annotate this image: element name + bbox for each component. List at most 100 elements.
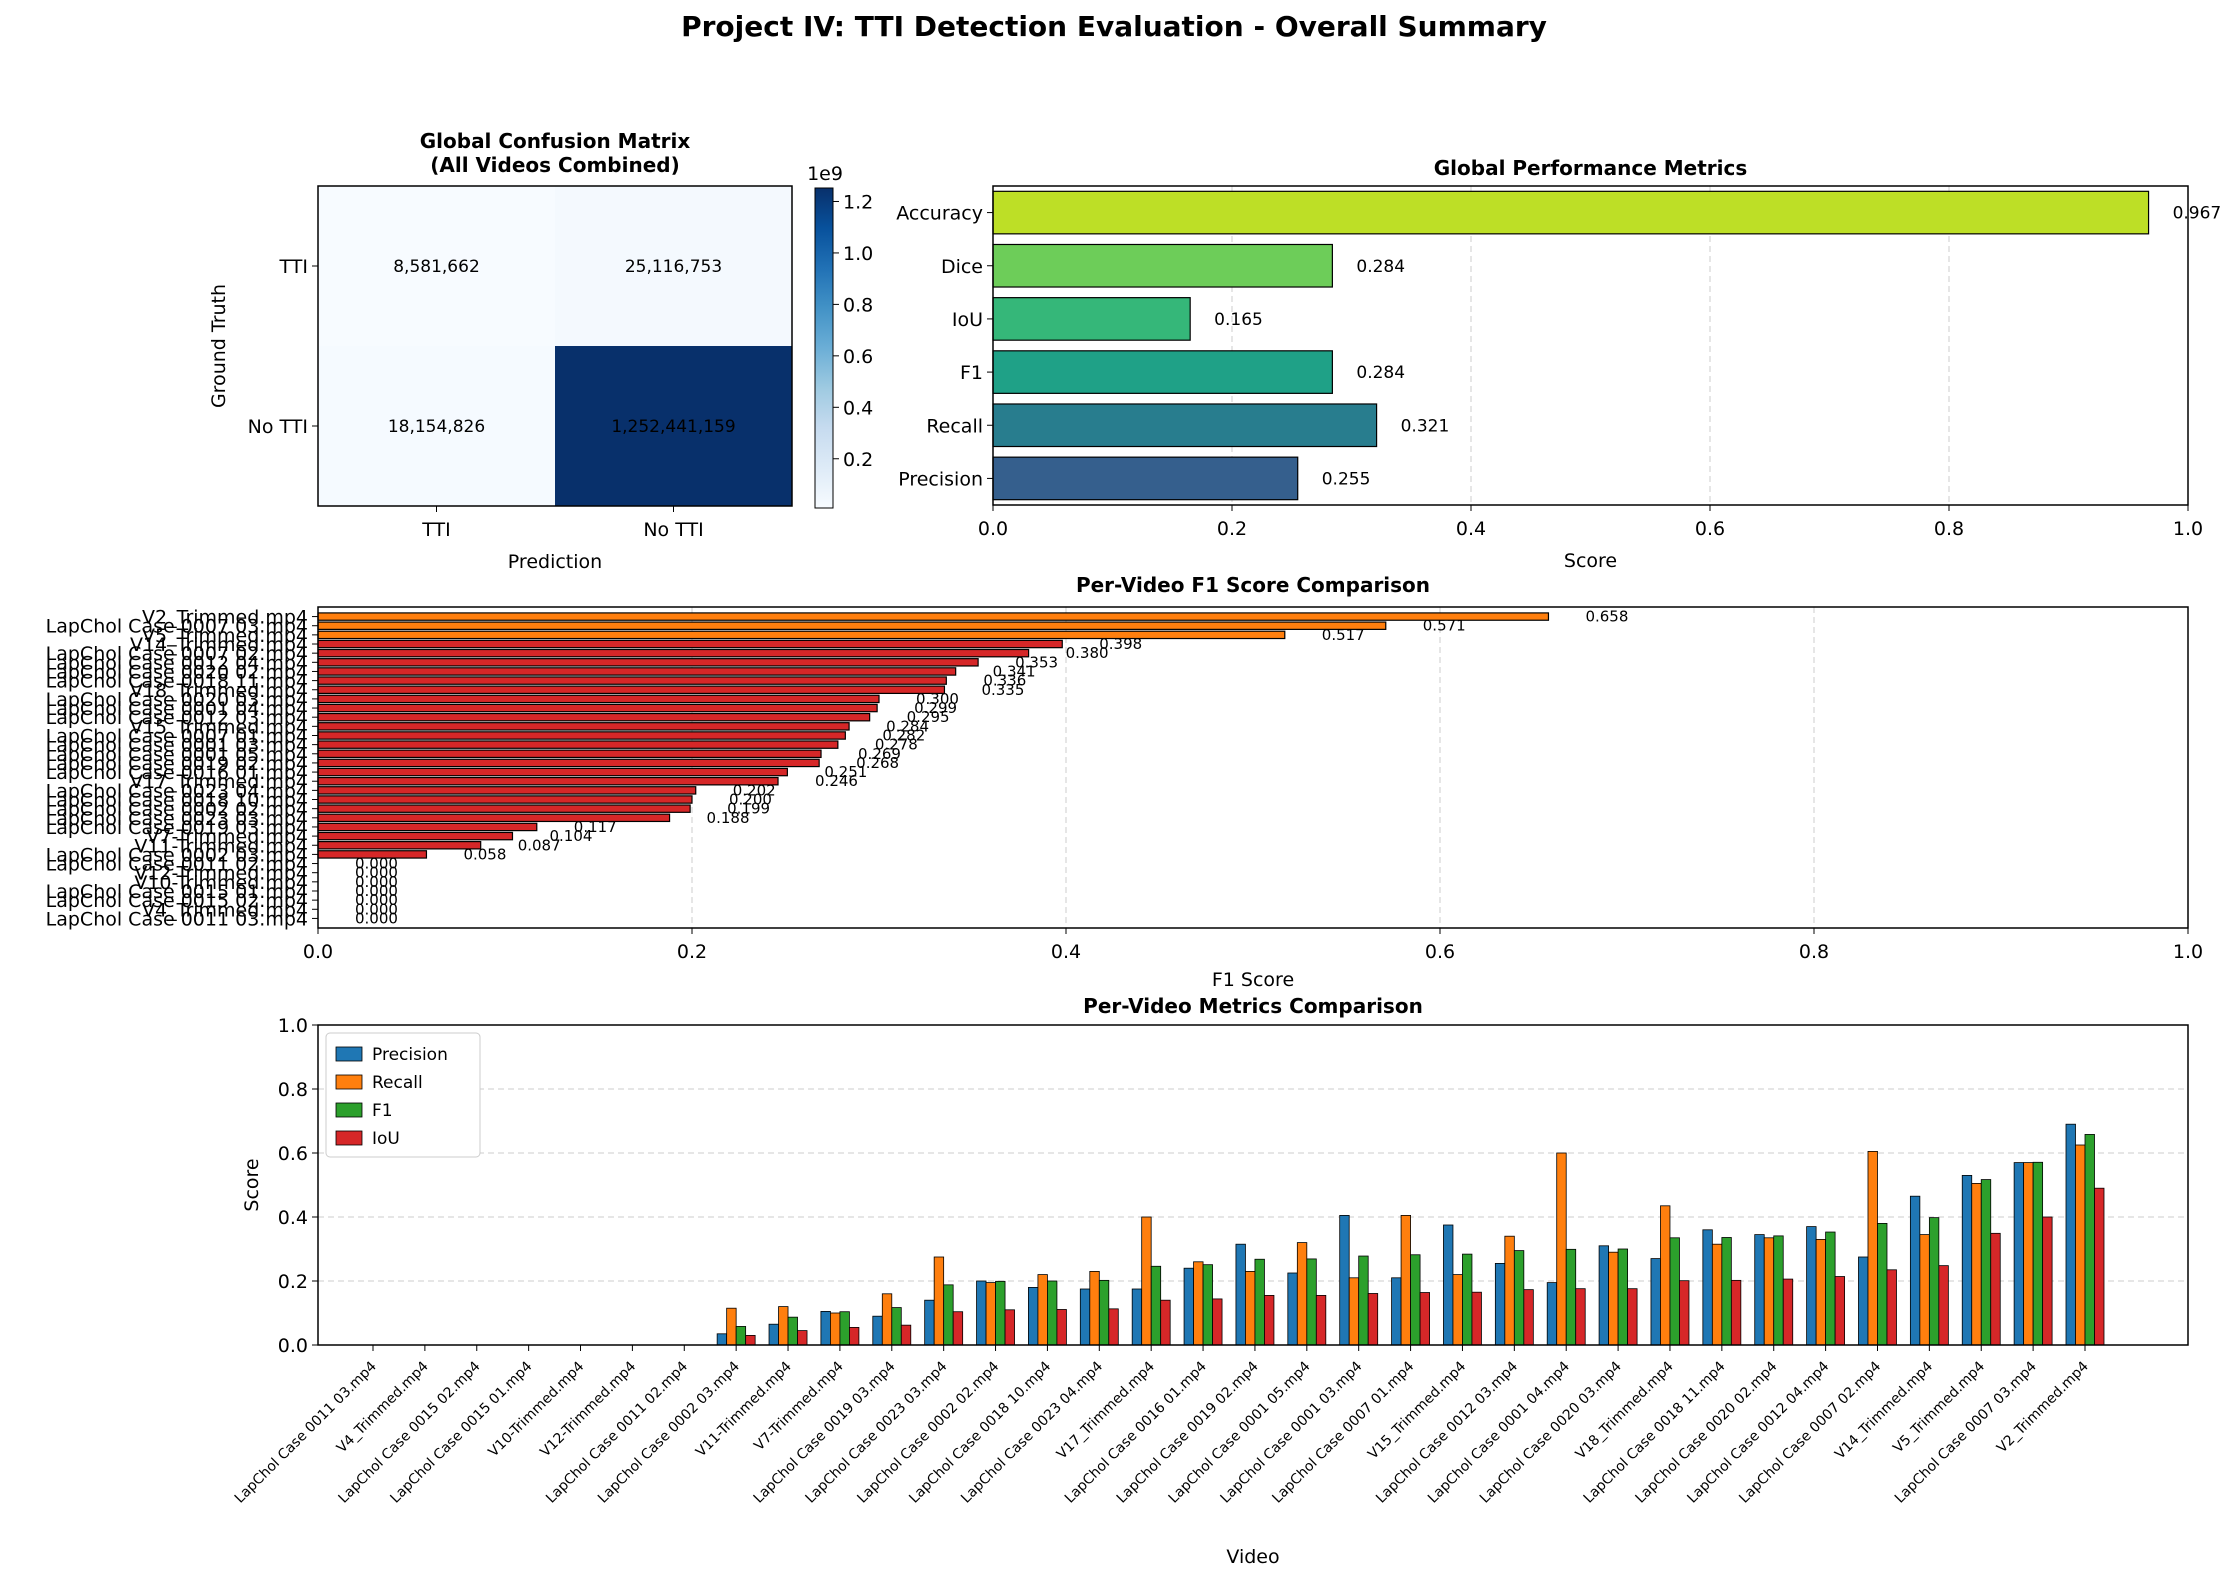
bar-f1 (1980, 1179, 1992, 1346)
f1-value-label: 0.251 (824, 763, 867, 781)
y-tick-label: Accuracy (896, 203, 983, 225)
f1-value-label: 0.398 (1099, 635, 1142, 653)
x-tick-label: 0.0 (303, 941, 333, 963)
f1-bar (317, 731, 846, 740)
y-tick-label: IoU (952, 309, 983, 331)
colorbar-tick-label: 0.2 (843, 449, 873, 471)
x-tick-label: 0.8 (1934, 518, 1964, 540)
bar-f1 (943, 1284, 954, 1346)
colorbar-tick-label: 0.4 (843, 397, 873, 419)
matrix-cell-label: 25,116,753 (625, 257, 722, 277)
bar-precision (1079, 1288, 1091, 1346)
y-tick-label: LapChol Case 0007 01.mp4 (46, 725, 308, 747)
f1-value-label: 0.202 (733, 781, 776, 799)
bar-precision (768, 1323, 779, 1346)
y-tick-label: LapChol Case 0012 03.mp4 (46, 707, 308, 729)
y-tick-label: LapChol Case 0018 11.mp4 (46, 671, 308, 693)
bar-iou (992, 297, 1191, 341)
bar-iou (797, 1330, 808, 1346)
f1-value-label: 0.658 (1585, 608, 1628, 626)
bar-recall (1504, 1235, 1515, 1346)
bar-iou (1730, 1279, 1742, 1346)
bar-value-label: 0.165 (1214, 310, 1263, 330)
f1-value-label: 0.269 (858, 745, 901, 763)
bar-dice (992, 243, 1333, 288)
bar-f1 (1150, 1265, 1162, 1346)
bar-precision (992, 456, 1299, 501)
bar-precision (1961, 1175, 1973, 1346)
y-tick-label: LapChol Case 0007 02.mp4 (46, 643, 308, 665)
bar-iou (1419, 1292, 1430, 1346)
bar-precision (716, 1333, 728, 1346)
matrix-title: Global Confusion Matrix (420, 129, 691, 153)
bar-precision (1806, 1226, 1817, 1346)
x-tick-label: 0.4 (1051, 941, 1081, 963)
bar-precision (1546, 1282, 1558, 1346)
y-tick-label: TTI (279, 256, 308, 278)
y-tick-label: V4_Trimmed.mp4 (142, 899, 308, 921)
bar-precision (1702, 1229, 1713, 1346)
f1-value-label: 0.000 (355, 882, 398, 900)
bar-iou (1004, 1309, 1015, 1346)
bar-recall (1452, 1274, 1463, 1346)
x-tick-label: V18_Trimmed.mp4 (1573, 1358, 1677, 1462)
f1-value-label: 0.087 (518, 836, 561, 854)
y-axis-label: Score (241, 1158, 263, 1211)
bar-iou (1990, 1232, 2001, 1346)
bar-iou (1471, 1291, 1482, 1346)
matrix-cell (318, 186, 555, 346)
x-tick-label: V7-Trimmed.mp4 (751, 1358, 847, 1454)
y-tick-label: 0.6 (278, 1143, 308, 1165)
bar-recall (933, 1256, 945, 1346)
plot-frame (317, 1024, 2189, 1346)
x-tick-label: 0.6 (1425, 941, 1455, 963)
bar-value-label: 0.255 (1322, 469, 1371, 489)
f1-value-label: 0.278 (875, 736, 918, 754)
bar-f1 (1825, 1231, 1836, 1346)
legend-swatch (335, 1074, 363, 1090)
y-tick-label: LapChol Case 0023 04.mp4 (46, 780, 308, 802)
bar-iou (1108, 1308, 1119, 1346)
colorbar-tick-label: 0.8 (843, 294, 873, 316)
x-axis-label: F1 Score (1212, 969, 1294, 991)
bar-recall (1867, 1151, 1878, 1346)
f1-value-label: 0.284 (886, 717, 929, 735)
x-tick-label: V12-Trimmed.mp4 (537, 1358, 639, 1460)
f1-value-label: 0.000 (355, 891, 398, 909)
bar-f1 (1669, 1237, 1680, 1346)
bar-precision (1494, 1263, 1506, 1346)
bar-precision (1183, 1267, 1194, 1346)
x-tick-label: V10-Trimmed.mp4 (486, 1358, 588, 1460)
y-tick-label: 0.0 (278, 1335, 308, 1357)
y-tick-label: LapChol Case 0019 02.mp4 (46, 753, 308, 775)
y-tick-label: LapChol Case 0012 04.mp4 (46, 652, 308, 674)
x-tick-label: TTI (421, 519, 450, 541)
x-tick-label: 0.0 (978, 518, 1008, 540)
bar-recall (992, 403, 1378, 448)
x-tick-label: 1.0 (2173, 518, 2203, 540)
y-tick-label: LapChol Case 0001 05.mp4 (46, 744, 308, 766)
legend-box (325, 1032, 481, 1158)
y-tick-label: V17_Trimmed.mp4 (130, 771, 308, 793)
f1-bar (317, 612, 1550, 621)
bar-iou (2094, 1187, 2105, 1346)
bar-f1 (1306, 1258, 1317, 1346)
y-tick-label: LapChol Case 0023 03.mp4 (46, 808, 308, 830)
bar-precision (1287, 1272, 1298, 1346)
x-tick-label: 0.2 (677, 941, 707, 963)
plot-frame (317, 606, 2189, 929)
y-tick-label: Dice (941, 256, 983, 278)
bar-f1 (1513, 1250, 1525, 1346)
colorbar-tick-label: 1.0 (843, 243, 873, 265)
f1-value-label: 0.104 (549, 827, 592, 845)
legend-swatch (335, 1102, 363, 1118)
bar-iou (1212, 1298, 1223, 1346)
bar-recall (1089, 1271, 1100, 1346)
f1-bar (317, 776, 779, 786)
bar-iou (1315, 1295, 1327, 1346)
legend-swatch (335, 1130, 363, 1146)
legend-swatch (335, 1046, 363, 1062)
confusion-matrix-chart: 8,581,662 25,116,753 18,154,826 1,252,441,1… (208, 129, 873, 573)
chart-title: Global Performance Metrics (1434, 156, 1748, 180)
